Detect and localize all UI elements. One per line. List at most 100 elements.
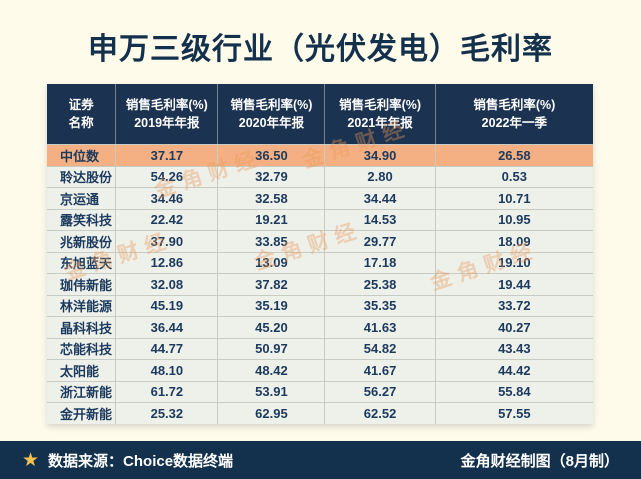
value-cell: 44.77 <box>116 338 219 359</box>
table-body: 中位数 37.17 36.50 34.90 26.58 聆达股份 54.26 3… <box>47 144 593 424</box>
value-cell: 34.44 <box>325 188 436 209</box>
value-cell: 32.79 <box>218 166 326 187</box>
header-line: 销售毛利率(%) <box>125 97 208 112</box>
value-cell: 12.86 <box>116 252 219 273</box>
value-cell: 34.46 <box>116 188 219 209</box>
footer-bar: ★ 数据来源：Choice数据终端 金角财经制图（8月制） <box>0 441 641 479</box>
value-cell: 45.19 <box>116 295 219 316</box>
table-row: 京运通 34.46 32.58 34.44 10.71 <box>47 187 593 209</box>
value-cell: 44.42 <box>498 362 531 378</box>
value-cell: 50.97 <box>218 338 326 359</box>
header-line: 2020年年报 <box>238 116 305 130</box>
security-name: 浙江新能 <box>47 381 117 402</box>
value-cell: 55.84 <box>498 384 531 400</box>
margin-table: 证券 名称 销售毛利率(%) 2019年年报 销售毛利率(%) 2020年年报 … <box>47 84 593 424</box>
value-cell: 10.95 <box>498 212 531 228</box>
value-cell: 45.20 <box>218 317 326 338</box>
header-line: 2022年一季 <box>481 116 547 130</box>
security-name: 中位数 <box>47 145 117 166</box>
value-cell: 57.55 <box>498 405 531 421</box>
column-header-2020: 销售毛利率(%) 2020年年报 <box>218 84 326 144</box>
header-line: 销售毛利率(%) <box>230 97 313 112</box>
value-cell: 61.72 <box>116 381 219 402</box>
header-line: 销售毛利率(%) <box>473 97 556 112</box>
value-cell: 37.82 <box>218 274 326 295</box>
value-cell: 2.80 <box>325 166 436 187</box>
table-row: 露笑科技 22.42 19.21 14.53 10.95 <box>47 208 593 230</box>
value-cell: 0.53 <box>501 169 527 185</box>
security-name: 兆新股份 <box>47 231 117 252</box>
value-cell: 36.44 <box>116 317 219 338</box>
value-cell: 19.44 <box>498 276 531 292</box>
security-name: 晶科科技 <box>47 317 117 338</box>
table-row: 芯能科技 44.77 50.97 54.82 43.43 <box>47 337 593 359</box>
table-row: 林洋能源 45.19 35.19 35.35 33.72 <box>47 294 593 316</box>
value-cell: 53.91 <box>218 381 326 402</box>
value-cell: 14.53 <box>325 209 436 230</box>
value-cell: 18.09 <box>498 233 531 249</box>
value-cell: 35.19 <box>218 295 326 316</box>
header-line: 销售毛利率(%) <box>339 97 422 112</box>
column-header-2022q1: 销售毛利率(%) 2022年一季 <box>436 84 593 144</box>
security-name: 金开新能 <box>47 403 117 424</box>
security-name: 芯能科技 <box>47 338 117 359</box>
value-cell: 26.58 <box>498 147 531 163</box>
table-row: 太阳能 48.10 48.42 41.67 44.42 <box>47 359 593 381</box>
value-cell: 19.10 <box>498 255 531 271</box>
value-cell: 41.67 <box>325 360 436 381</box>
value-cell: 48.42 <box>218 360 326 381</box>
security-name: 林洋能源 <box>47 295 117 316</box>
security-name: 珈伟新能 <box>47 274 117 295</box>
table-row: 聆达股份 54.26 32.79 2.80 0.53 <box>47 165 593 187</box>
header-line: 2019年年报 <box>134 116 200 130</box>
star-icon: ★ <box>22 449 40 471</box>
value-cell: 19.21 <box>218 209 326 230</box>
value-cell: 36.50 <box>218 145 326 166</box>
data-source: ★ 数据来源：Choice数据终端 <box>22 450 233 471</box>
table-row: 浙江新能 61.72 53.91 56.27 55.84 <box>47 380 593 402</box>
table-row: 中位数 37.17 36.50 34.90 26.58 <box>47 144 593 166</box>
security-name: 露笑科技 <box>47 209 117 230</box>
value-cell: 33.72 <box>498 298 531 314</box>
table-header-row: 证券 名称 销售毛利率(%) 2019年年报 销售毛利率(%) 2020年年报 … <box>47 84 593 144</box>
header-line: 2021年年报 <box>347 116 413 130</box>
value-cell: 22.42 <box>116 209 219 230</box>
security-name: 太阳能 <box>47 360 117 381</box>
value-cell: 34.90 <box>325 145 436 166</box>
data-source-label: 数据来源：Choice数据终端 <box>48 452 234 470</box>
page-title: 申万三级行业（光伏发电）毛利率 <box>88 33 553 66</box>
value-cell: 54.26 <box>116 166 219 187</box>
value-cell: 41.63 <box>325 317 436 338</box>
column-header-security-name: 证券 名称 <box>47 84 117 144</box>
value-cell: 40.27 <box>498 319 531 335</box>
value-cell: 17.18 <box>325 252 436 273</box>
value-cell: 13.09 <box>218 252 326 273</box>
value-cell: 48.10 <box>116 360 219 381</box>
value-cell: 43.43 <box>498 341 531 357</box>
column-header-2019: 销售毛利率(%) 2019年年报 <box>116 84 219 144</box>
value-cell: 56.27 <box>325 381 436 402</box>
value-cell: 25.32 <box>116 403 219 424</box>
value-cell: 32.58 <box>218 188 326 209</box>
value-cell: 54.82 <box>325 338 436 359</box>
security-name: 京运通 <box>47 188 117 209</box>
value-cell: 29.77 <box>325 231 436 252</box>
header-line: 证券 <box>68 97 94 112</box>
value-cell: 35.35 <box>325 295 436 316</box>
credit-label: 金角财经制图（8月制） <box>460 452 619 470</box>
value-cell: 62.52 <box>325 403 436 424</box>
security-name: 东旭蓝天 <box>47 252 117 273</box>
header-line: 名称 <box>68 116 94 130</box>
table-row: 晶科科技 36.44 45.20 41.63 40.27 <box>47 316 593 338</box>
value-cell: 33.85 <box>218 231 326 252</box>
table-row: 兆新股份 37.90 33.85 29.77 18.09 <box>47 230 593 252</box>
value-cell: 10.71 <box>498 190 531 206</box>
value-cell: 32.08 <box>116 274 219 295</box>
value-cell: 37.90 <box>116 231 219 252</box>
table-row: 东旭蓝天 12.86 13.09 17.18 19.10 <box>47 251 593 273</box>
table-row: 金开新能 25.32 62.95 62.52 57.55 <box>47 402 593 424</box>
value-cell: 25.38 <box>325 274 436 295</box>
value-cell: 37.17 <box>116 145 219 166</box>
value-cell: 62.95 <box>218 403 326 424</box>
